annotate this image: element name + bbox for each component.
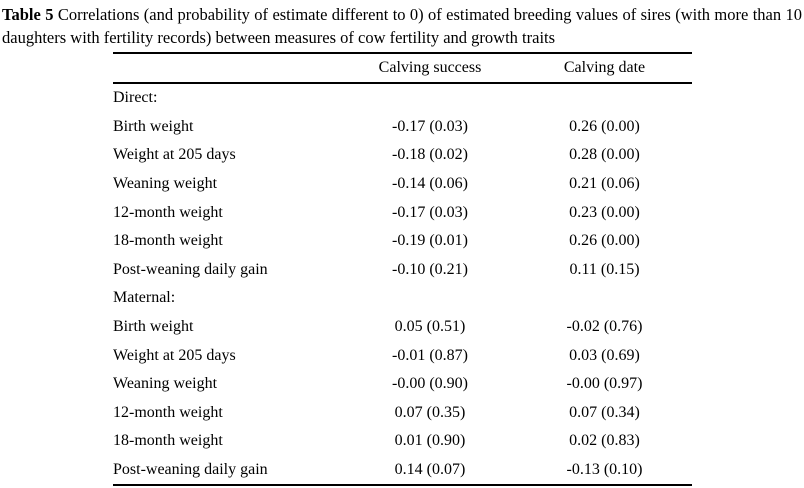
calving-success-column-header: Calving success [343, 53, 517, 84]
calving-date-value: 0.21 (0.06) [569, 175, 640, 193]
calving-success-value: -0.14 (0.06) [392, 175, 468, 193]
calving-date-value: 0.02 (0.83) [569, 432, 640, 450]
calving-success-value: 0.14 (0.07) [394, 461, 466, 479]
section-label: Maternal: [113, 289, 176, 307]
calving-date-value: 0.26 (0.00) [569, 117, 640, 135]
table-row: Birth weight -0.17 (0.03) 0.26 (0.00) [113, 113, 692, 142]
calving-date-value: 0.26 (0.00) [569, 232, 640, 250]
calving-date-value: -0.13 (0.10) [566, 461, 643, 479]
calving-success-value: 0.01 (0.90) [394, 432, 466, 450]
trait-label: 18-month weight [113, 232, 223, 250]
trait-label: Weight at 205 days [113, 346, 236, 364]
calving-success-value: -0.18 (0.02) [392, 146, 468, 164]
correlations-table: Calving success Calving date Direct: Bir… [113, 52, 692, 487]
header-row: Calving success Calving date [113, 53, 692, 84]
calving-success-value: -0.01 (0.87) [392, 346, 468, 364]
trait-label: Weaning weight [113, 375, 218, 393]
calving-date-value: 0.03 (0.69) [569, 346, 640, 364]
table-caption: Table 5 Correlations (and probability of… [2, 3, 802, 49]
calving-date-value: -0.02 (0.76) [566, 318, 643, 336]
calving-date-value: 0.07 (0.34) [569, 403, 640, 421]
trait-label: Post-weaning daily gain [113, 260, 268, 278]
table-row: 12-month weight 0.07 (0.35) 0.07 (0.34) [113, 399, 692, 428]
trait-label: 12-month weight [113, 403, 223, 421]
calving-success-value: 0.07 (0.35) [394, 403, 466, 421]
calving-date-value: 0.11 (0.15) [569, 260, 640, 278]
trait-label: Birth weight [113, 318, 194, 336]
section-row-direct: Direct: [113, 83, 692, 113]
trait-label: Post-weaning daily gain [113, 461, 268, 479]
calving-date-value: -0.00 (0.97) [566, 375, 643, 393]
table-row: 18-month weight -0.19 (0.01) 0.26 (0.00) [113, 227, 692, 256]
table-row: Post-weaning daily gain 0.14 (0.07) -0.1… [113, 456, 692, 486]
trait-label: Birth weight [113, 117, 194, 135]
calving-success-value: 0.05 (0.51) [394, 318, 466, 336]
table-row: Weaning weight -0.00 (0.90) -0.00 (0.97) [113, 370, 692, 399]
trait-label: 12-month weight [113, 203, 223, 221]
calving-date-value: 0.23 (0.00) [569, 203, 640, 221]
section-row-maternal: Maternal: [113, 284, 692, 313]
table-row: Weight at 205 days -0.01 (0.87) 0.03 (0.… [113, 341, 692, 370]
calving-success-value: -0.19 (0.01) [392, 232, 468, 250]
trait-label: 18-month weight [113, 432, 223, 450]
table-caption-number: Table 5 [2, 5, 54, 24]
table-row: Post-weaning daily gain -0.10 (0.21) 0.1… [113, 256, 692, 285]
calving-success-value: -0.17 (0.03) [392, 203, 468, 221]
calving-date-value: 0.28 (0.00) [569, 146, 640, 164]
table-row: 18-month weight 0.01 (0.90) 0.02 (0.83) [113, 427, 692, 456]
trait-label: Weaning weight [113, 175, 218, 193]
table-row: Birth weight 0.05 (0.51) -0.02 (0.76) [113, 313, 692, 342]
table-row: Weight at 205 days -0.18 (0.02) 0.28 (0.… [113, 141, 692, 170]
calving-success-value: -0.10 (0.21) [392, 260, 468, 278]
table-row: 12-month weight -0.17 (0.03) 0.23 (0.00) [113, 198, 692, 227]
table-row: Weaning weight -0.14 (0.06) 0.21 (0.06) [113, 170, 692, 199]
trait-label: Weight at 205 days [113, 146, 236, 164]
table-caption-text: Correlations (and probability of estimat… [2, 5, 803, 47]
calving-date-column-header: Calving date [517, 53, 692, 84]
calving-success-value: -0.17 (0.03) [392, 117, 468, 135]
section-label: Direct: [113, 89, 158, 107]
trait-column-header [113, 53, 343, 84]
calving-success-value: -0.00 (0.90) [392, 375, 468, 393]
